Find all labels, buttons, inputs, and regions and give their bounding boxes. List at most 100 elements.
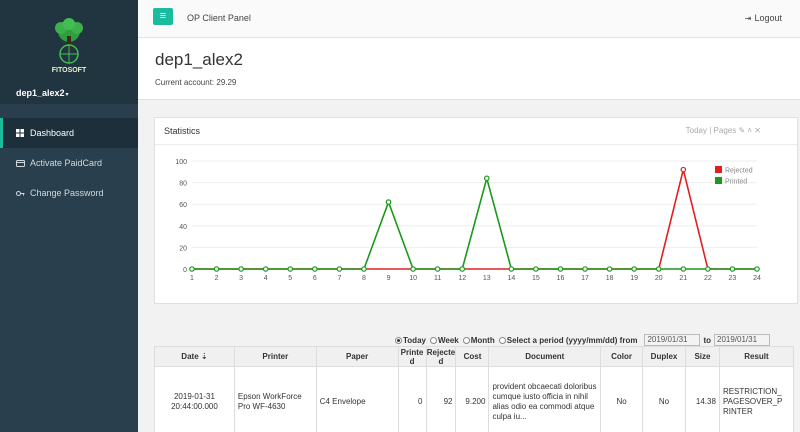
data-point <box>533 266 539 272</box>
legend-label-rejected: Rejected <box>725 168 753 175</box>
sidebar-item-label: Change Password <box>30 188 104 198</box>
to-label: to <box>703 335 711 345</box>
user-menu[interactable]: dep1_alex2▾ <box>16 88 69 98</box>
x-tick-label: 5 <box>288 275 292 282</box>
logout-link[interactable]: ⇥ Logout <box>745 13 782 23</box>
data-point <box>557 266 564 272</box>
sidebar: FITOSOFT dep1_alex2▾ Dashboard Activate … <box>0 0 138 432</box>
dashboard-icon <box>16 129 30 137</box>
x-tick-label: 11 <box>434 275 441 282</box>
card-icon <box>16 159 30 167</box>
data-point <box>729 266 736 272</box>
cell-duplex: No <box>642 366 686 432</box>
statistics-range-label[interactable]: Today | Pages <box>685 126 737 135</box>
x-tick-label: 3 <box>239 275 243 282</box>
data-point <box>213 266 220 272</box>
date-to-input[interactable]: 2019/01/31 <box>714 334 770 346</box>
x-tick-label: 6 <box>313 275 317 282</box>
close-icon[interactable]: ✕ <box>754 126 761 135</box>
cell-paper: C4 Envelope <box>315 366 399 432</box>
x-tick-label: 12 <box>458 275 466 282</box>
user-name: dep1_alex2 <box>16 88 65 98</box>
column-header-result[interactable]: Result <box>718 346 795 367</box>
y-tick-label: 0 <box>183 267 187 274</box>
page-header: dep1_alex2 Current account: 29.29 <box>138 38 800 100</box>
account-balance: Current account: 29.29 <box>155 78 237 87</box>
x-tick-label: 14 <box>507 275 515 282</box>
y-tick-label: 40 <box>179 224 187 231</box>
data-point <box>705 266 711 272</box>
data-point <box>361 266 367 272</box>
filter-option-month[interactable]: Month <box>462 336 495 345</box>
column-header-paper[interactable]: Paper <box>315 346 399 367</box>
x-tick-label: 8 <box>362 275 366 282</box>
data-point <box>483 175 490 182</box>
radio-month[interactable] <box>462 336 470 344</box>
radio-week[interactable] <box>429 336 437 344</box>
x-tick-label: 18 <box>606 275 614 282</box>
sidebar-item-change-password[interactable]: Change Password <box>0 178 138 208</box>
data-point <box>336 266 343 272</box>
data-point <box>680 166 687 173</box>
sidebar-item-label: Activate PaidCard <box>30 158 103 168</box>
cell-document: provident obcaecati doloribus cumque ius… <box>488 366 602 432</box>
column-header-color[interactable]: Color <box>600 346 644 367</box>
column-header-size[interactable]: Size <box>684 346 720 367</box>
data-point <box>238 266 244 272</box>
logout-icon: ⇥ <box>744 14 752 23</box>
cell-cost: 9.200 <box>455 366 490 432</box>
menu-toggle-button[interactable]: ≡ <box>153 8 173 25</box>
logout-label: Logout <box>754 13 782 23</box>
series-line-rejected <box>192 169 757 270</box>
wrench-icon[interactable]: ✎ <box>738 126 746 135</box>
cell-result: RESTRICTION_ PAGESOVER_P RINTER <box>718 366 795 432</box>
column-header-printer[interactable]: Printer <box>233 346 317 367</box>
y-tick-label: 100 <box>175 159 187 166</box>
cell-size: 14.38 <box>684 366 720 432</box>
sidebar-nav: Dashboard Activate PaidCard Change Passw… <box>0 118 138 208</box>
data-point <box>606 266 613 272</box>
column-header-duplex[interactable]: Duplex <box>642 346 686 367</box>
legend-swatch-printed <box>715 177 722 184</box>
cell-color: No <box>600 366 644 432</box>
sidebar-item-activate-paidcard[interactable]: Activate PaidCard <box>0 148 138 178</box>
x-tick-label: 2 <box>215 275 219 282</box>
radio-today[interactable] <box>395 336 402 344</box>
x-tick-label: 13 <box>483 275 491 282</box>
column-header-cost[interactable]: Cost <box>455 346 490 367</box>
x-tick-label: 17 <box>581 275 589 282</box>
filter-option-today[interactable]: Today <box>395 336 426 345</box>
panel-title: OP Client Panel <box>187 13 251 23</box>
print-jobs-table: Date ⇣ Printer Paper Printe d Rejecte d … <box>154 346 795 432</box>
cell-date: 2019-01-31 20:44:00.000 <box>154 366 235 432</box>
column-header-rejected[interactable]: Rejecte d <box>425 346 457 367</box>
topbar: ≡ OP Client Panel ⇥ Logout <box>138 0 800 38</box>
column-header-printed[interactable]: Printe d <box>397 346 427 367</box>
date-from-input[interactable]: 2019/01/31 <box>644 334 701 346</box>
x-tick-label: 4 <box>264 275 268 282</box>
data-point <box>410 266 416 272</box>
period-filter: Today Week Month Select a period (yyyy/m… <box>395 334 773 346</box>
filter-option-week[interactable]: Week <box>429 336 459 345</box>
sidebar-item-dashboard[interactable]: Dashboard <box>0 118 138 148</box>
data-point <box>459 266 466 272</box>
x-tick-label: 1 <box>190 275 194 282</box>
key-icon <box>16 190 30 197</box>
divider <box>155 144 797 145</box>
sidebar-header: FITOSOFT dep1_alex2▾ <box>0 0 138 104</box>
x-tick-label: 21 <box>679 275 687 282</box>
legend-swatch-rejected <box>715 166 722 173</box>
column-header-date[interactable]: Date ⇣ <box>154 346 235 367</box>
data-point <box>508 266 515 272</box>
x-tick-label: 20 <box>655 275 663 282</box>
data-point <box>754 266 760 272</box>
collapse-icon[interactable]: ˄ <box>747 126 753 135</box>
radio-period[interactable] <box>498 336 506 344</box>
table-row[interactable]: 2019-01-31 20:44:00.000 Epson WorkForce … <box>154 366 795 432</box>
series-line-printed <box>192 175 757 270</box>
data-point <box>655 266 662 272</box>
filter-option-period[interactable]: Select a period (yyyy/mm/dd) from <box>498 336 637 345</box>
data-point <box>189 266 195 272</box>
column-header-document[interactable]: Document <box>488 346 602 367</box>
data-point <box>287 266 294 272</box>
